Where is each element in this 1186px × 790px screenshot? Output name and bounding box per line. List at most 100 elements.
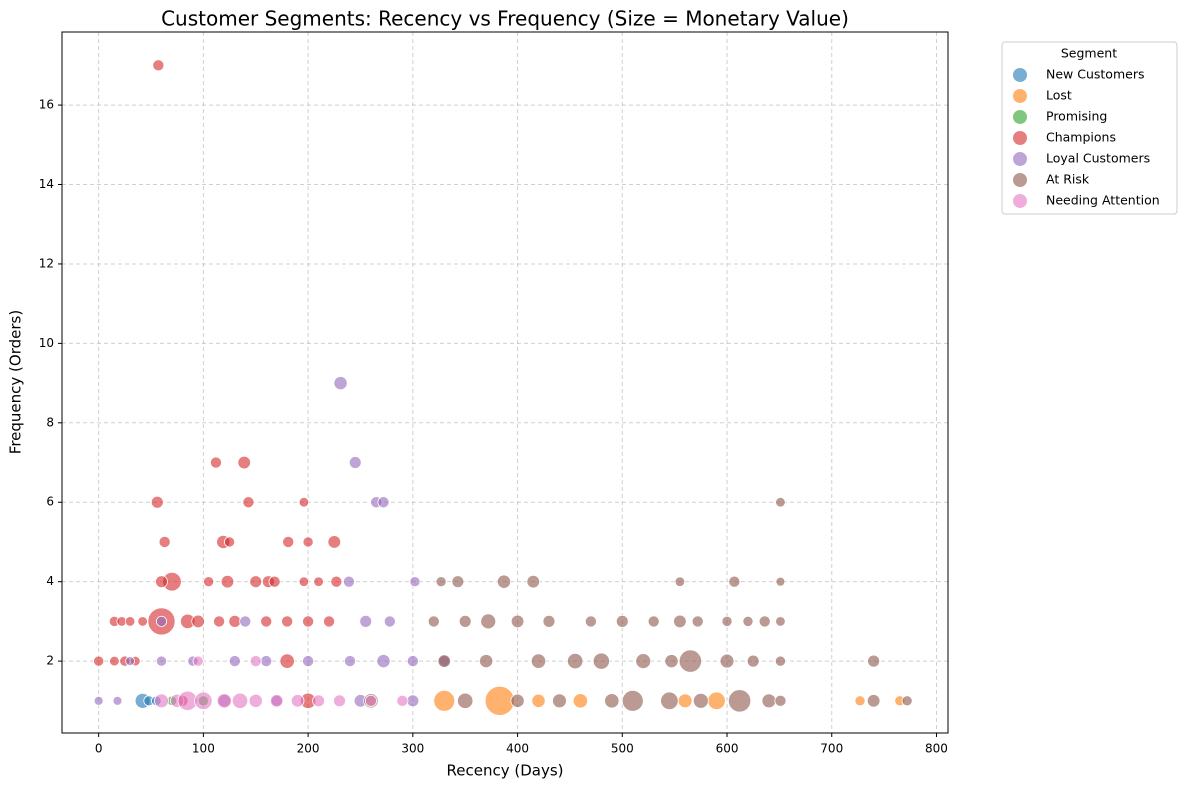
bubble <box>635 653 652 670</box>
bubble <box>479 654 494 669</box>
bubble <box>377 496 390 509</box>
bubble <box>298 576 310 587</box>
bubble <box>457 692 474 709</box>
x-tick-label: 100 <box>192 742 215 756</box>
bubble <box>746 654 760 668</box>
bubble <box>216 693 232 709</box>
bubble <box>458 614 472 628</box>
bubble <box>155 615 168 627</box>
legend-label: New Customers <box>1046 67 1144 82</box>
bubble <box>242 496 255 509</box>
bubble <box>192 655 204 667</box>
bubble <box>552 693 567 709</box>
bubble <box>510 614 525 629</box>
bubble <box>437 654 452 668</box>
bubble <box>279 653 295 669</box>
y-tick-label: 10 <box>39 336 54 350</box>
bubble <box>327 535 342 549</box>
legend-marker <box>1013 152 1027 166</box>
bubble <box>269 694 284 708</box>
bubble <box>604 693 620 709</box>
bubble <box>281 615 294 628</box>
bubble <box>692 692 709 709</box>
bubble <box>333 376 348 391</box>
bubble <box>290 694 305 708</box>
bubble <box>260 615 273 628</box>
bubble <box>112 695 123 706</box>
bubble <box>209 456 222 469</box>
y-tick-label: 8 <box>46 415 54 429</box>
bubble <box>435 576 447 588</box>
bubble <box>673 614 687 629</box>
y-tick-label: 2 <box>46 654 54 668</box>
bubble <box>480 613 497 630</box>
x-tick-label: 700 <box>820 742 843 756</box>
bubble <box>677 693 693 709</box>
x-tick-label: 0 <box>95 742 103 756</box>
x-tick-label: 500 <box>611 742 634 756</box>
bubble <box>93 655 105 667</box>
bubble <box>383 615 396 628</box>
legend-label: Needing Attention <box>1046 193 1160 208</box>
bubble <box>330 575 343 588</box>
bubble <box>248 693 263 708</box>
legend-label: Lost <box>1046 88 1072 103</box>
bubble <box>344 655 357 668</box>
bubble <box>901 695 913 707</box>
bubble <box>282 535 295 548</box>
legend-label: Promising <box>1046 109 1107 124</box>
bubble <box>761 693 777 709</box>
y-tick-label: 4 <box>46 574 54 588</box>
bubble <box>302 655 315 668</box>
bubble <box>584 615 597 628</box>
y-tick-label: 14 <box>39 177 54 191</box>
bubble <box>542 614 556 628</box>
bubble <box>158 535 171 548</box>
bubble <box>228 614 242 628</box>
bubble <box>866 694 881 708</box>
bubble <box>678 649 702 673</box>
y-tick-label: 16 <box>39 98 54 112</box>
bubble <box>660 691 679 711</box>
bubble <box>664 654 679 669</box>
x-tick-label: 600 <box>716 742 739 756</box>
bubble <box>615 614 629 628</box>
bubble <box>406 655 419 668</box>
bubble <box>774 694 787 707</box>
legend-label: At Risk <box>1046 172 1090 187</box>
legend-marker <box>1013 89 1027 103</box>
bubble <box>531 693 546 708</box>
bubble <box>775 616 786 627</box>
x-tick-label: 400 <box>506 742 529 756</box>
axes: 0 100 200 300 400 500 600 700 800 2 4 6 8 10 12 14 16 <box>39 98 948 756</box>
bubble <box>109 655 120 667</box>
bubble <box>376 654 391 669</box>
bubble <box>312 694 325 708</box>
bubble <box>302 536 314 548</box>
legend-marker <box>1013 68 1027 82</box>
bubble <box>224 536 236 548</box>
bubble <box>150 495 164 509</box>
bubble <box>203 576 215 588</box>
bubble <box>510 693 525 708</box>
bubble <box>484 685 515 716</box>
legend: Segment New Customers Lost Promising Champi… <box>1001 41 1178 215</box>
bubble <box>194 691 213 711</box>
bubble <box>302 615 315 628</box>
bubble <box>213 615 226 628</box>
x-axis-label: Recency (Days) <box>447 762 564 780</box>
bubble <box>592 652 610 670</box>
legend-box <box>1001 41 1178 215</box>
bubble <box>333 694 346 708</box>
x-tick-label: 300 <box>401 742 424 756</box>
plot-frame <box>61 31 949 734</box>
bubble <box>774 655 786 667</box>
bubble <box>93 695 104 706</box>
bubble <box>364 694 377 707</box>
bubble <box>249 575 263 589</box>
bubble <box>691 615 704 628</box>
bubble <box>409 576 421 588</box>
bubble <box>721 615 733 627</box>
bubble <box>125 656 135 667</box>
